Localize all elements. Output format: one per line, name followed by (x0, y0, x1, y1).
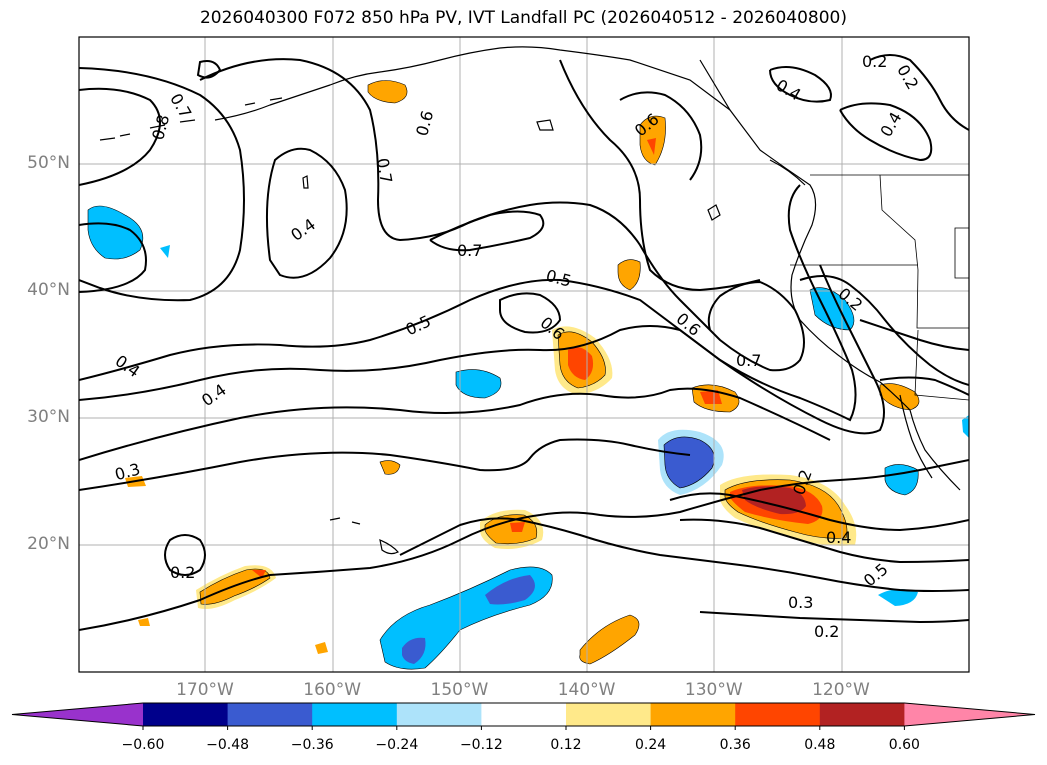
latitude-label: 40°N (27, 280, 70, 300)
negative-anomaly-patch (878, 589, 918, 606)
colorbar-tick-label: −0.24 (375, 737, 419, 753)
colorbar-tick-label: −0.60 (121, 737, 165, 753)
island (302, 175, 309, 189)
colorbar-segment (566, 703, 652, 726)
negative-anomaly-patch (809, 287, 855, 331)
contour-label: 0.6 (412, 109, 437, 139)
negative-anomaly-patch (884, 464, 919, 496)
negative-anomaly-patch (87, 205, 144, 260)
alaska-coast (214, 46, 731, 121)
longitude-label: 150°W (430, 680, 489, 700)
contour-label: 0.7 (457, 241, 482, 260)
colorbar-tick-label: 0.48 (804, 737, 836, 753)
coastline-layer (99, 46, 961, 555)
longitude-label: 140°W (557, 680, 616, 700)
colorbar-segment (735, 703, 821, 726)
colorbar-tick-label: 0.60 (888, 737, 920, 753)
negative-anomaly-patch (160, 245, 170, 258)
colorbar-tick-label: −0.36 (290, 737, 334, 753)
colorbar-extend-low (12, 703, 143, 726)
positive-anomaly-patch (617, 259, 641, 291)
contour-label: 0.8 (148, 113, 173, 143)
contour-label: 0.2 (862, 52, 887, 71)
colorbar-tick-label: −0.12 (459, 737, 503, 753)
longitude-label: 170°W (176, 680, 234, 700)
island (536, 119, 554, 131)
negative-anomaly-patch (485, 575, 535, 605)
colorbar-tick-label: 0.12 (550, 737, 582, 753)
contour-label: 0.5 (544, 266, 574, 291)
positive-anomaly-patch (742, 486, 806, 515)
colorbar-segment (227, 703, 313, 726)
latitude-label: 20°N (27, 534, 70, 554)
contour-label: 0.7 (736, 351, 761, 370)
contour-label: 0.7 (373, 157, 396, 185)
negative-anomaly-patch (663, 436, 715, 489)
political-borders (790, 174, 969, 401)
colorbar-tick-label: 0.24 (635, 737, 667, 753)
longitude-label: 120°W (812, 680, 870, 700)
longitude-label: 130°W (684, 680, 743, 700)
positive-anomaly-patch (315, 642, 328, 654)
pv-contour-lines (79, 54, 969, 631)
colorbar-segment (143, 703, 229, 726)
contour-label: 0.2 (170, 563, 195, 582)
hawaii-islands (329, 517, 399, 555)
colorbar-extend-high (904, 703, 1035, 726)
negative-anomaly-patch (962, 415, 969, 438)
colorbar (11, 702, 1036, 730)
colorbar-segment (650, 703, 736, 726)
positive-anomaly-patch (367, 80, 408, 104)
map-title: 2026040300 F072 850 hPa PV, IVT Landfall… (199, 8, 847, 28)
negative-anomaly-patch (455, 369, 502, 399)
contour-label: 0.4 (287, 215, 319, 245)
positive-anomaly-patch (379, 460, 401, 475)
positive-anomaly-patch (700, 390, 722, 404)
colorbar-segment (396, 703, 482, 726)
contour-label: 0.3 (788, 593, 813, 612)
latitude-label: 30°N (27, 407, 70, 427)
contour-label: 0.6 (673, 309, 705, 340)
contour-label: 0.4 (112, 351, 144, 381)
island (707, 204, 721, 221)
contour-label: 0.4 (198, 380, 230, 410)
baja-coast (899, 394, 933, 479)
contour-label: 0.4 (773, 75, 805, 104)
us-west-coast (799, 319, 961, 491)
positive-anomaly-patch (510, 522, 525, 532)
colorbar-segment (312, 703, 398, 726)
canada-coast (699, 59, 817, 321)
vancouver-island (769, 159, 806, 186)
map-border (78, 36, 970, 673)
contour-label: 0.4 (826, 528, 851, 547)
colorbar-segment (819, 703, 905, 726)
positive-anomaly-patch (579, 614, 640, 665)
colorbar-tick-label: −0.48 (206, 737, 250, 753)
colorbar-segment (481, 703, 567, 726)
contour-label: 0.2 (893, 61, 922, 93)
negative-anomaly-patch (402, 637, 426, 664)
positive-anomaly-patch (484, 514, 538, 545)
aleutian-islands (99, 97, 283, 141)
longitude-label: 160°W (303, 680, 362, 700)
positive-anomaly-patch (138, 618, 150, 626)
positive-anomaly-patch (647, 138, 656, 155)
latitude-label: 50°N (27, 153, 70, 173)
colorbar-tick-label: 0.36 (719, 737, 751, 753)
contour-label: 0.4 (876, 109, 905, 141)
contour-label: 0.2 (814, 622, 839, 641)
contour-labels: 0.7 0.8 0.6 0.7 0.4 0.7 0.5 0.5 0.6 0.6 … (112, 52, 923, 641)
contour-label: 0.5 (403, 311, 434, 339)
